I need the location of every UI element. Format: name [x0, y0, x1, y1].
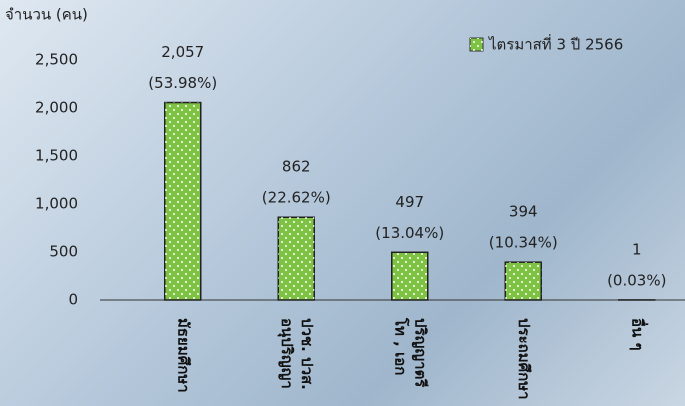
- legend-swatch-dots: [470, 38, 483, 51]
- percent-label: (10.34%): [489, 234, 558, 252]
- bar-dots: [164, 102, 201, 300]
- x-tick-label: ปวช. ปวส.: [298, 318, 316, 390]
- value-label: 497: [395, 193, 424, 211]
- percent-label: (22.62%): [262, 189, 331, 207]
- x-tick-label: ประถมศึกษา: [515, 318, 533, 400]
- x-tick-label: อนุปริญญา: [277, 318, 296, 389]
- x-tick-label: โท , เอก: [391, 317, 410, 375]
- y-tick-label: 500: [49, 243, 78, 261]
- x-tick-label: อื่น ๆ: [628, 318, 648, 351]
- value-label: 394: [509, 203, 538, 221]
- percent-label: (0.03%): [607, 271, 666, 289]
- y-tick-label: 1,000: [35, 195, 78, 213]
- y-tick-label: 2,000: [35, 99, 78, 117]
- y-tick-label: 0: [68, 291, 78, 309]
- y-tick-label: 1,500: [35, 147, 78, 165]
- percent-label: (53.98%): [148, 74, 217, 92]
- value-label: 2,057: [161, 43, 204, 61]
- y-tick-label: 2,500: [35, 51, 78, 69]
- bar-dots: [278, 217, 315, 300]
- bar-dots: [505, 262, 542, 300]
- bar-dots: [391, 252, 428, 300]
- value-label: 1: [632, 240, 642, 258]
- x-tick-label: มัธยมศึกษา: [174, 318, 192, 393]
- value-label: 862: [282, 158, 311, 176]
- percent-label: (13.04%): [375, 224, 444, 242]
- y-axis-title: จำนวน (คน): [5, 6, 88, 24]
- legend-label: ไตรมาสที่ 3 ปี 2566: [488, 34, 623, 54]
- x-tick-label: ปริญญาตรี: [411, 318, 429, 388]
